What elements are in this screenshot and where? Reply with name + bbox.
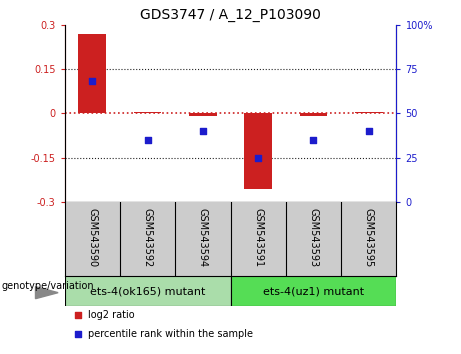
Point <box>144 137 151 143</box>
Text: GSM543595: GSM543595 <box>364 208 374 267</box>
Point <box>89 79 96 84</box>
Text: GSM543594: GSM543594 <box>198 208 208 267</box>
Text: GSM543592: GSM543592 <box>142 208 153 267</box>
Point <box>310 137 317 143</box>
Text: percentile rank within the sample: percentile rank within the sample <box>88 329 253 339</box>
Text: ets-4(ok165) mutant: ets-4(ok165) mutant <box>90 286 205 296</box>
Bar <box>78 34 106 113</box>
Point <box>74 312 82 318</box>
Point <box>199 128 207 134</box>
Point <box>254 155 262 160</box>
Bar <box>65 276 230 306</box>
Bar <box>189 113 217 116</box>
Point <box>74 331 82 337</box>
Point <box>365 128 372 134</box>
Text: log2 ratio: log2 ratio <box>88 310 135 320</box>
Bar <box>300 113 327 116</box>
Text: GSM543593: GSM543593 <box>308 208 319 267</box>
Text: GSM543591: GSM543591 <box>253 208 263 267</box>
Title: GDS3747 / A_12_P103090: GDS3747 / A_12_P103090 <box>140 8 321 22</box>
Text: GSM543590: GSM543590 <box>87 208 97 267</box>
Bar <box>244 113 272 188</box>
Bar <box>230 276 396 306</box>
Text: genotype/variation: genotype/variation <box>1 281 94 291</box>
Text: ets-4(uz1) mutant: ets-4(uz1) mutant <box>263 286 364 296</box>
Polygon shape <box>35 287 58 299</box>
